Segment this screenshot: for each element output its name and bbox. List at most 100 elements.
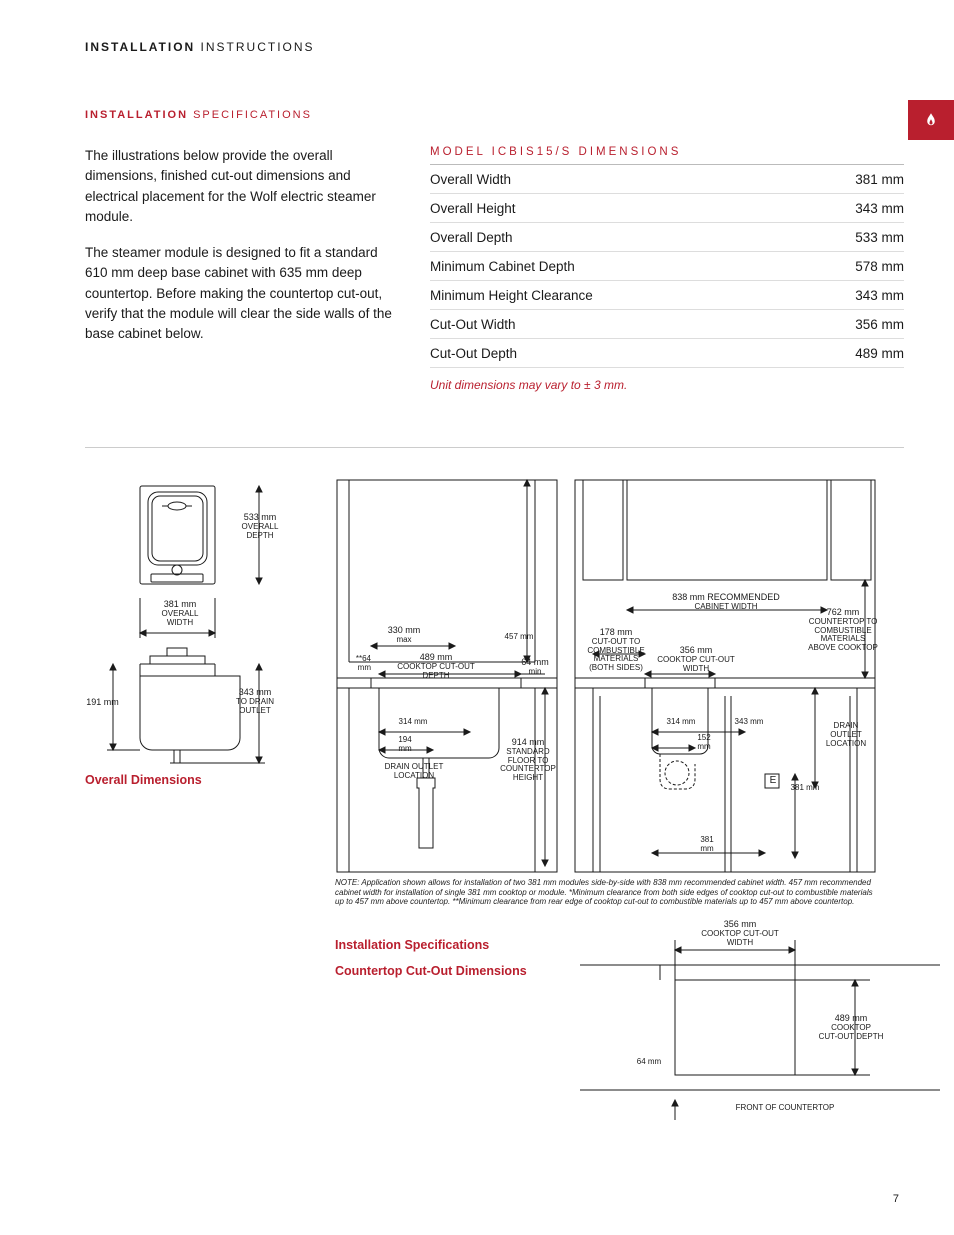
- dim: DRAIN OUTLET: [385, 762, 444, 771]
- spec-label: Cut-Out Width: [430, 317, 516, 332]
- spec-label: Minimum Cabinet Depth: [430, 259, 575, 274]
- dim: 489 mm: [420, 652, 453, 662]
- spec-label: Cut-Out Depth: [430, 346, 517, 361]
- cutout-dims-label: Countertop Cut-Out Dimensions: [335, 964, 535, 978]
- dim: DRAIN: [834, 721, 859, 730]
- dim: COOKTOP CUT-OUT: [657, 655, 735, 664]
- dim: 457 mm: [505, 632, 534, 641]
- dim: 838 mm RECOMMENDED: [672, 592, 780, 602]
- dim: TO DRAIN: [236, 697, 274, 706]
- dim: 356 mm: [680, 645, 713, 655]
- spec-value: 356 mm: [855, 317, 904, 332]
- spec-note: Unit dimensions may vary to ± 3 mm.: [430, 378, 904, 392]
- dim: ABOVE COOKTOP: [808, 643, 878, 652]
- section-rest: SPECIFICATIONS: [188, 109, 312, 121]
- table-row: Overall Depth 533 mm: [430, 223, 904, 252]
- dim: mm: [398, 744, 411, 753]
- spec-label: Overall Depth: [430, 230, 513, 245]
- dim: COUNTERTOP: [500, 764, 556, 773]
- dim: COOKTOP: [831, 1023, 871, 1032]
- spec-value: 533 mm: [855, 230, 904, 245]
- dim: max: [396, 635, 411, 644]
- overall-dimensions-label: Overall Dimensions: [85, 773, 202, 787]
- header-rest: INSTRUCTIONS: [195, 40, 314, 54]
- dim: CUT-OUT TO: [592, 637, 640, 646]
- dim: MATERIALS: [821, 634, 866, 643]
- dim: FRONT OF COUNTERTOP: [736, 1103, 835, 1112]
- table-row: Cut-Out Depth 489 mm: [430, 339, 904, 368]
- dim: COOKTOP CUT-OUT: [397, 662, 475, 671]
- dim: (BOTH SIDES): [589, 663, 643, 672]
- dim: COUNTERTOP TO: [809, 617, 878, 626]
- installation-spec-label: Installation Specifications: [335, 938, 535, 952]
- diagrams-area: 533 mmOVERALLDEPTH 381 mmOVERALLWIDTH 19…: [85, 478, 904, 898]
- dim: 533 mm: [244, 512, 277, 522]
- spec-label: Overall Width: [430, 172, 511, 187]
- overall-dimensions-diagram: 533 mmOVERALLDEPTH 381 mmOVERALLWIDTH 19…: [85, 478, 305, 768]
- dim: 381 mm: [791, 783, 820, 792]
- dim: DEPTH: [422, 671, 449, 680]
- table-row: Minimum Height Clearance343 mm: [430, 281, 904, 310]
- dim: 914 mm: [512, 737, 545, 747]
- dim: OUTLET: [239, 706, 271, 715]
- spec-value: 343 mm: [855, 288, 904, 303]
- section-bold: INSTALLATION: [85, 109, 188, 121]
- spec-value: 489 mm: [855, 346, 904, 361]
- spec-value: 381 mm: [855, 172, 904, 187]
- dim: **64: [356, 654, 371, 663]
- spec-column: MODEL ICBIS15/S DIMENSIONS Overall Width…: [430, 146, 904, 392]
- dim: 178 mm: [600, 627, 633, 637]
- model-title: MODEL ICBIS15/S DIMENSIONS: [430, 146, 904, 165]
- content-row: The illustrations below provide the over…: [85, 146, 904, 448]
- flame-icon: [922, 111, 940, 129]
- dim: 194: [398, 735, 411, 744]
- dim: MATERIALS: [594, 654, 639, 663]
- dim: 64 mm: [637, 1057, 661, 1066]
- dim: COOKTOP CUT-OUT: [701, 929, 779, 938]
- dim: 191 mm: [86, 697, 119, 707]
- dim: 381 mm: [164, 599, 197, 609]
- dim: LOCATION: [826, 739, 866, 748]
- intro-p2: The steamer module is designed to fit a …: [85, 243, 395, 344]
- installation-diagram: 330 mmmax **64mm 489 mmCOOKTOP CUT-OUTDE…: [335, 478, 880, 878]
- dim: CABINET WIDTH: [695, 602, 758, 611]
- dim: FLOOR TO: [508, 756, 549, 765]
- dim: LOCATION: [394, 771, 434, 780]
- dim: 64 mm: [521, 657, 549, 667]
- dim: 489 mm: [835, 1013, 868, 1023]
- intro-column: The illustrations below provide the over…: [85, 146, 395, 392]
- note-text: NOTE: Application shown allows for insta…: [335, 878, 875, 907]
- dim: OUTLET: [830, 730, 862, 739]
- intro-p1: The illustrations below provide the over…: [85, 146, 395, 227]
- dim: 762 mm: [827, 607, 860, 617]
- table-row: Overall Height343 mm: [430, 194, 904, 223]
- brand-tab: [908, 100, 954, 140]
- spec-value: 578 mm: [855, 259, 904, 274]
- dim: 330 mm: [388, 625, 421, 635]
- dim: 314 mm: [667, 717, 696, 726]
- table-row: Cut-Out Width 356 mm: [430, 310, 904, 339]
- dim: WIDTH: [167, 618, 193, 627]
- dim: 381: [700, 835, 713, 844]
- header-bold: INSTALLATION: [85, 40, 195, 54]
- dim: COMBUSTIBLE: [814, 626, 871, 635]
- dim: COMBUSTIBLE: [587, 646, 644, 655]
- section-title: INSTALLATION SPECIFICATIONS: [85, 109, 904, 121]
- spec-value: 343 mm: [855, 201, 904, 216]
- dim: mm: [700, 844, 713, 853]
- lower-labels: Installation Specifications Countertop C…: [335, 938, 535, 990]
- countertop-diagram: 356 mmCOOKTOP CUT-OUTWIDTH 489 mmCOOKTOP…: [575, 920, 945, 1120]
- dim: OVERALL: [242, 522, 279, 531]
- dim: OVERALL: [162, 609, 199, 618]
- page-header: INSTALLATION INSTRUCTIONS: [85, 40, 904, 54]
- dim: mm: [697, 742, 710, 751]
- dim: 314 mm: [399, 717, 428, 726]
- dim: WIDTH: [683, 664, 709, 673]
- dim: CUT-OUT DEPTH: [819, 1032, 884, 1041]
- spec-table: Overall Width 381 mm Overall Height343 mm…: [430, 165, 904, 368]
- dim: WIDTH: [727, 938, 753, 947]
- dim: HEIGHT: [513, 773, 543, 782]
- dim: min: [529, 667, 542, 676]
- dim: 343 mm: [735, 717, 764, 726]
- dim: mm: [358, 663, 371, 672]
